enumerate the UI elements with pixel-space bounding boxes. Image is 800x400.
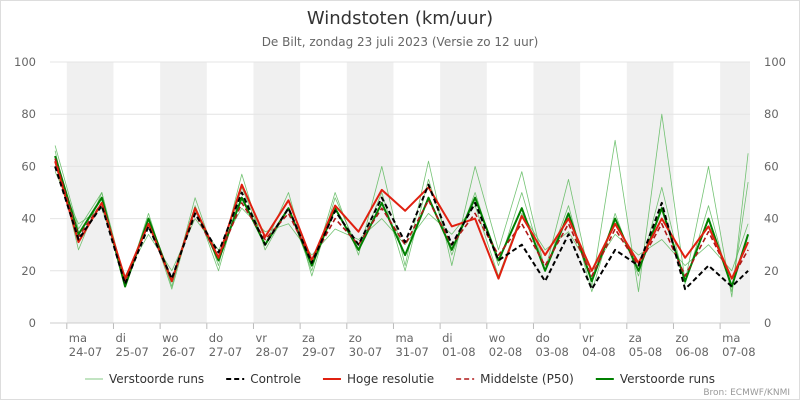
ensemble-line [54, 150, 749, 293]
x-tick-label: do [209, 331, 223, 345]
day-band [533, 62, 581, 323]
legend-label: Verstoorde runs [620, 372, 715, 386]
x-tick-date: 28-07 [255, 345, 288, 359]
x-tick-label: wo [162, 331, 178, 345]
legend-label: Middelste (P50) [480, 372, 574, 386]
chart-title: Windstoten (km/uur) [307, 8, 493, 29]
x-tick-label: zo [349, 331, 362, 345]
y-tick-label: 0 [29, 316, 36, 330]
series-line [54, 166, 749, 291]
x-tick-date: 29-07 [302, 345, 335, 359]
y-tick-label: 60 [21, 159, 36, 173]
legend-item: Middelste (P50) [456, 372, 574, 386]
x-tick-date: 04-08 [582, 345, 615, 359]
y2-tick-label: 40 [764, 212, 779, 226]
x-tick-date: 05-08 [629, 345, 662, 359]
legend-label: Controle [250, 372, 301, 386]
x-tick-label: di [115, 331, 126, 345]
x-tick-label: ma [69, 331, 87, 345]
x-tick-label: vr [255, 331, 267, 345]
legend-item: Verstoorde runs [85, 372, 204, 386]
y-tick-label: 80 [21, 107, 36, 121]
x-tick-label: za [302, 331, 315, 345]
x-tick-label: ma [722, 331, 740, 345]
y2-tick-label: 60 [764, 159, 779, 173]
legend-label: Hoge resolutie [347, 372, 434, 386]
chart-subtitle: De Bilt, zondag 23 juli 2023 (Versie zo … [262, 35, 539, 49]
day-band [626, 62, 674, 323]
x-tick-date: 24-07 [69, 345, 102, 359]
x-tick-label: vr [582, 331, 594, 345]
ensemble-line [54, 113, 749, 298]
plot-area [54, 113, 750, 298]
y2-tick-label: 20 [764, 264, 779, 278]
ensemble-line [54, 171, 749, 277]
x-tick-date: 31-07 [395, 345, 428, 359]
legend-label: Verstoorde runs [109, 372, 204, 386]
legend-item: Verstoorde runs [595, 372, 715, 386]
y2-tick-label: 80 [764, 107, 779, 121]
source: Bron: ECMWF/KNMI [703, 388, 790, 398]
day-band [253, 62, 301, 323]
x-tick-label: di [442, 331, 453, 345]
day-band [346, 62, 394, 323]
x-tick-label: zo [675, 331, 688, 345]
y-tick-label: 20 [21, 264, 36, 278]
day-band [440, 62, 487, 323]
x-tick-label: do [535, 331, 549, 345]
x-tick-date: 25-07 [115, 345, 148, 359]
y-tick-label: 40 [21, 212, 36, 226]
x-tick-date: 01-08 [442, 345, 475, 359]
legend-item: Hoge resolutie [322, 372, 434, 386]
x-tick-date: 27-07 [209, 345, 242, 359]
x-tick-date: 30-07 [349, 345, 382, 359]
x-tick-date: 26-07 [162, 345, 195, 359]
x-tick-label: wo [489, 331, 505, 345]
x-tick-date: 03-08 [535, 345, 568, 359]
day-band [160, 62, 207, 323]
legend-item: Controle [226, 372, 301, 386]
x-tick-label: za [629, 331, 642, 345]
x-tick-date: 02-08 [489, 345, 522, 359]
x-tick-label: ma [395, 331, 413, 345]
y2-tick-label: 100 [764, 55, 786, 69]
x-tick-date: 07-08 [722, 345, 755, 359]
x-tick-date: 06-08 [675, 345, 708, 359]
y2-tick-label: 0 [764, 316, 771, 330]
day-band [66, 62, 114, 323]
y-tick-label: 100 [14, 55, 36, 69]
